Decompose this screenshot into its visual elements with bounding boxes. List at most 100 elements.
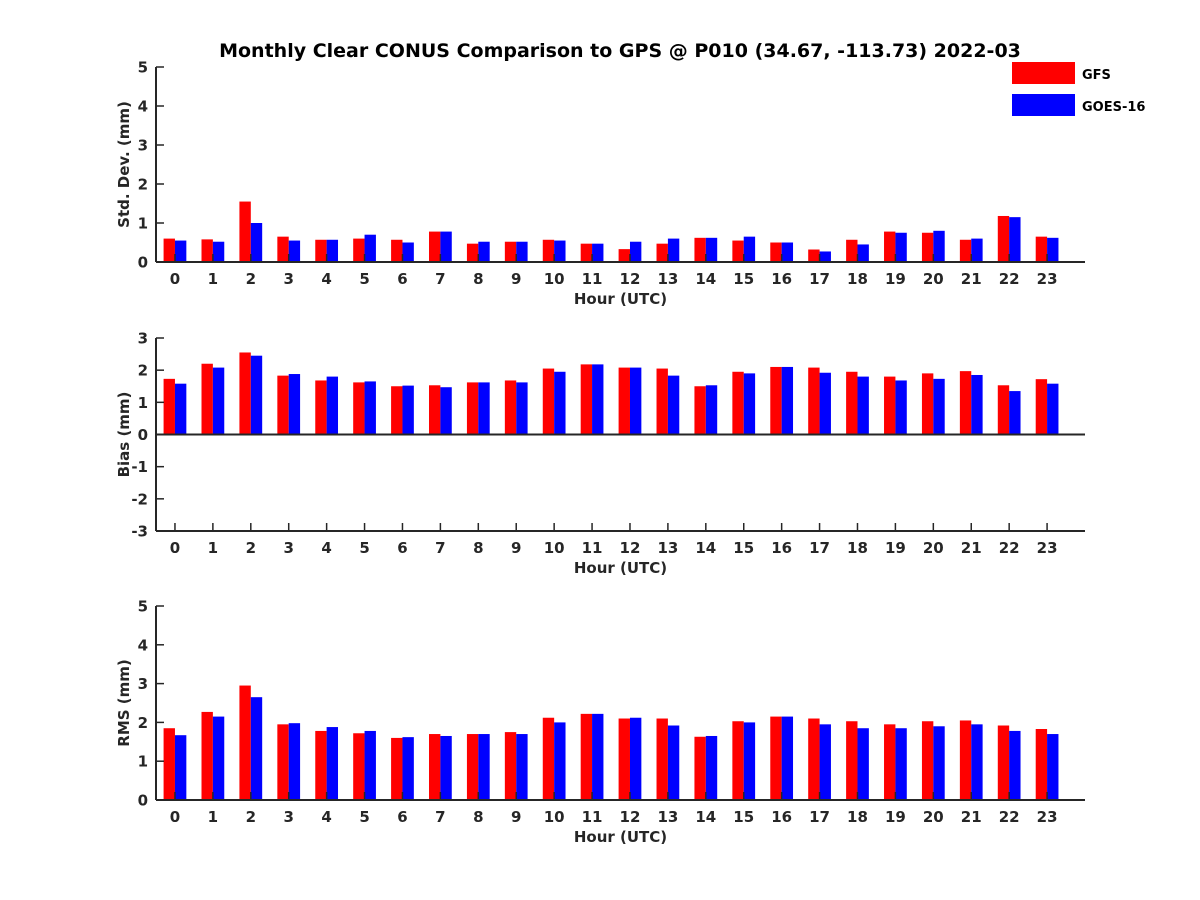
- rms-x-tick-label: 17: [809, 808, 830, 826]
- rms-bar-gfs-11: [580, 713, 593, 800]
- std-dev-bar-gfs-1: [201, 239, 213, 262]
- bias-bar-goes16-9: [516, 382, 528, 435]
- std-dev-y-tick-label: 3: [138, 137, 148, 155]
- rms-bar-goes16-13: [667, 725, 680, 800]
- std-dev-bar-goes16-5: [364, 234, 376, 262]
- bias-bar-gfs-6: [391, 386, 403, 435]
- rms-y-tick-label: 1: [138, 753, 148, 771]
- rms-bar-goes16-14: [705, 735, 718, 800]
- bias-bar-goes16-10: [554, 371, 566, 435]
- rms-bar-goes16-18: [857, 728, 869, 800]
- bias-y-tick-label: 0: [138, 426, 148, 444]
- std-dev-bar-gfs-9: [504, 241, 517, 262]
- std-dev-bar-gfs-17: [808, 249, 820, 262]
- rms-bar-gfs-6: [391, 737, 403, 800]
- bias-bar-goes16-14: [705, 385, 718, 435]
- bias-x-tick-label: 1: [208, 539, 218, 557]
- rms-x-tick-label: 3: [283, 808, 293, 826]
- rms-y-tick-label: 4: [138, 636, 148, 654]
- std-dev-x-tick-label: 14: [695, 270, 716, 288]
- rms-x-tick-label: 15: [733, 808, 754, 826]
- std-dev-bar-gfs-4: [315, 239, 327, 262]
- bias-bar-goes16-11: [592, 364, 604, 435]
- bias-x-tick-label: 2: [246, 539, 256, 557]
- rms-bar-goes16-7: [440, 735, 452, 800]
- std-dev-bar-gfs-2: [239, 201, 251, 262]
- std-dev-bar-goes16-0: [174, 240, 187, 262]
- bias-x-tick-label: 14: [695, 539, 716, 557]
- std-dev-x-tick-label: 21: [961, 270, 982, 288]
- std-dev-bar-gfs-10: [542, 239, 555, 262]
- rms-x-tick-label: 6: [397, 808, 407, 826]
- std-dev-bar-gfs-11: [580, 243, 593, 262]
- std-dev-x-tick-label: 0: [170, 270, 180, 288]
- rms-bar-gfs-0: [163, 728, 175, 800]
- bias-y-tick-label: -3: [131, 523, 148, 541]
- std-dev-y-tick-label: 2: [138, 176, 148, 194]
- legend: GFS GOES-16: [1012, 62, 1145, 116]
- bias-bar-gfs-2: [239, 352, 251, 435]
- std-dev-bar-gfs-20: [921, 232, 934, 262]
- rms-x-tick-label: 7: [435, 808, 445, 826]
- std-dev-y-tick-label: 0: [138, 254, 148, 272]
- std-dev-x-tick-label: 18: [847, 270, 868, 288]
- rms-y-tick-label: 3: [138, 675, 148, 693]
- bias-bar-gfs-9: [504, 380, 517, 435]
- bias-bar-gfs-13: [656, 368, 668, 435]
- rms-bar-goes16-8: [478, 734, 490, 800]
- bias-bar-gfs-21: [959, 371, 972, 435]
- bias-x-tick-label: 5: [359, 539, 369, 557]
- rms-bar-gfs-21: [959, 720, 972, 800]
- std-dev-y-tick-label: 5: [138, 59, 148, 77]
- bias-bar-goes16-19: [895, 380, 907, 435]
- bias-x-tick-label: 22: [999, 539, 1020, 557]
- rms-x-tick-label: 0: [170, 808, 180, 826]
- std-dev-bar-gfs-13: [656, 243, 668, 262]
- rms-bar-goes16-2: [250, 697, 263, 800]
- rms-bar-goes16-6: [402, 737, 414, 800]
- rms-x-tick-label: 8: [473, 808, 483, 826]
- rms-bar-goes16-22: [1009, 730, 1021, 800]
- std-dev-bar-gfs-16: [770, 242, 782, 262]
- bias-bar-goes16-13: [667, 375, 680, 435]
- legend-label-goes16: GOES-16: [1082, 100, 1145, 115]
- rms-bar-gfs-16: [770, 716, 782, 800]
- bias-x-tick-label: 19: [885, 539, 906, 557]
- std-dev-x-tick-label: 6: [397, 270, 407, 288]
- rms-x-tick-label: 5: [359, 808, 369, 826]
- std-dev-bar-gfs-19: [884, 231, 896, 262]
- rms-bar-goes16-20: [933, 726, 945, 800]
- bias-bar-goes16-23: [1047, 383, 1059, 435]
- rms-x-tick-label: 22: [999, 808, 1020, 826]
- rms-x-tick-label: 2: [246, 808, 256, 826]
- std-dev-bar-gfs-22: [997, 215, 1010, 262]
- std-dev-x-tick-label: 10: [544, 270, 565, 288]
- rms-bar-goes16-15: [743, 722, 756, 800]
- std-dev-bar-gfs-5: [353, 238, 365, 262]
- rms-bar-gfs-5: [353, 733, 365, 800]
- std-dev-bar-goes16-11: [592, 243, 604, 262]
- bias-x-tick-label: 12: [620, 539, 641, 557]
- std-dev-x-tick-label: 16: [771, 270, 792, 288]
- bias-x-tick-label: 17: [809, 539, 830, 557]
- std-dev-bar-goes16-13: [667, 238, 680, 262]
- std-dev-x-tick-label: 12: [620, 270, 641, 288]
- bias-bar-goes16-6: [402, 385, 414, 435]
- bias-bar-goes16-17: [819, 372, 831, 435]
- bias-bar-gfs-23: [1035, 379, 1048, 435]
- std-dev-x-tick-label: 2: [246, 270, 256, 288]
- bias-bar-goes16-8: [478, 382, 490, 435]
- std-dev-x-tick-label: 4: [321, 270, 331, 288]
- bias-bar-gfs-16: [770, 366, 782, 435]
- std-dev-bar-gfs-21: [959, 239, 972, 262]
- bias-x-axis-label: Hour (UTC): [574, 559, 667, 577]
- std-dev-bar-gfs-6: [391, 239, 403, 262]
- bias-bar-gfs-0: [163, 378, 175, 435]
- std-dev-x-tick-label: 7: [435, 270, 445, 288]
- std-dev-x-tick-label: 1: [208, 270, 218, 288]
- rms-bar-goes16-17: [819, 724, 831, 800]
- std-dev-bar-goes16-16: [781, 242, 794, 262]
- bias-x-tick-label: 7: [435, 539, 445, 557]
